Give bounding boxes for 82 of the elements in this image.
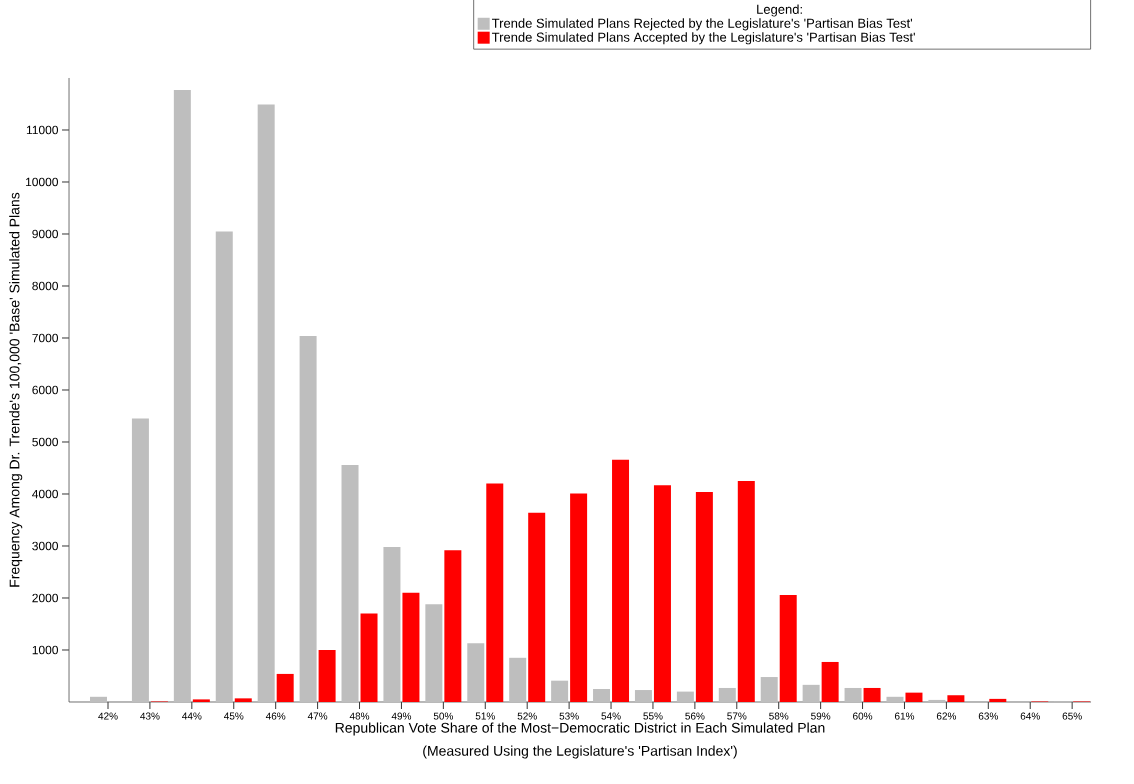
bar — [695, 491, 713, 702]
x-tick-label: 54% — [601, 712, 621, 720]
bar — [863, 687, 881, 702]
bar — [551, 680, 569, 702]
bar — [467, 643, 485, 702]
bar — [173, 89, 191, 702]
bar — [318, 650, 336, 702]
x-tick-label: 47% — [307, 712, 328, 720]
x-tick-label: 48% — [349, 712, 370, 720]
y-tick-label: 3000 — [32, 541, 59, 551]
bar — [528, 512, 546, 702]
x-tick-label: 44% — [182, 712, 202, 720]
bar — [593, 689, 611, 702]
x-tick-label: 46% — [265, 712, 286, 720]
y-tick-label: 6000 — [32, 385, 59, 395]
bar — [802, 684, 820, 702]
x-tick-label: 62% — [936, 712, 957, 720]
bar — [192, 699, 210, 702]
bar — [634, 690, 652, 702]
bar — [844, 687, 862, 702]
x-tick-label: 42% — [98, 712, 118, 720]
bar — [299, 335, 317, 702]
y-tick-label: 9000 — [32, 229, 59, 239]
bar — [486, 483, 504, 702]
bar — [653, 485, 671, 702]
bar — [276, 673, 294, 702]
bar — [131, 418, 149, 702]
x-tick-label: 58% — [769, 712, 789, 720]
bar — [989, 698, 1007, 702]
x-tick-label: 63% — [978, 712, 998, 720]
bar — [215, 231, 233, 702]
bar — [234, 698, 252, 702]
bar — [947, 695, 965, 702]
y-tick-label: 2000 — [32, 593, 59, 603]
y-tick-label: 4000 — [32, 489, 59, 499]
bar — [341, 464, 359, 702]
bar — [612, 459, 630, 702]
x-tick-label: 50% — [433, 712, 454, 720]
x-tick-label: 57% — [727, 712, 747, 720]
bar — [90, 696, 107, 702]
legend-label: Trende Simulated Plans Rejected by the Legislature's 'Partisan Bias Test' — [491, 18, 912, 31]
y-tick-label: 10000 — [26, 177, 59, 187]
x-tick-label: 56% — [685, 712, 705, 720]
x-tick-label: 55% — [643, 712, 663, 720]
text: (Measured Using the Legislature's 'Partisan Index') — [423, 745, 737, 759]
x-tick-label: 51% — [475, 712, 495, 720]
x-tick-label: 65% — [1062, 712, 1082, 720]
x-tick-label: 52% — [517, 712, 537, 720]
legend-title: Legend: — [757, 4, 802, 17]
x-tick-label: 64% — [1020, 712, 1040, 720]
bar — [718, 687, 736, 702]
bar — [676, 691, 694, 702]
bar — [779, 594, 797, 702]
x-tick-label: 53% — [559, 712, 579, 720]
y-tick-label: 1000 — [32, 645, 59, 655]
bar — [570, 493, 588, 702]
x-tick-label: 43% — [140, 712, 160, 720]
x-tick-label: 61% — [894, 712, 915, 720]
bar — [383, 547, 401, 702]
bar — [928, 699, 946, 702]
bar — [360, 613, 378, 702]
bar — [905, 692, 923, 702]
bar — [425, 604, 443, 702]
y-tick-label: 7000 — [32, 333, 59, 343]
legend-label: Trende Simulated Plans Accepted by the Legislature's 'Partisan Bias Test' — [491, 32, 915, 45]
y-axis-title: Frequency Among Dr. Trende's 100,000 'Base' Simulated Plans — [9, 192, 23, 587]
bar — [821, 661, 839, 702]
bar — [737, 481, 755, 702]
y-tick-label: 5000 — [32, 437, 59, 447]
bar — [402, 592, 420, 702]
y-tick-label: 11000 — [26, 125, 59, 135]
bar — [509, 657, 527, 702]
x-tick-label: 45% — [223, 712, 244, 720]
bar — [886, 696, 904, 702]
x-tick-label: 49% — [391, 712, 412, 720]
x-tick-label: 60% — [853, 712, 873, 720]
x-tick-label: 59% — [811, 712, 831, 720]
bar — [444, 550, 462, 702]
x-axis-title: Republican Vote Share of the Most−Democratic District in Each Simulated Plan — [335, 722, 825, 736]
y-tick-label: 8000 — [32, 281, 59, 291]
bar — [760, 677, 778, 702]
bar — [257, 104, 275, 702]
